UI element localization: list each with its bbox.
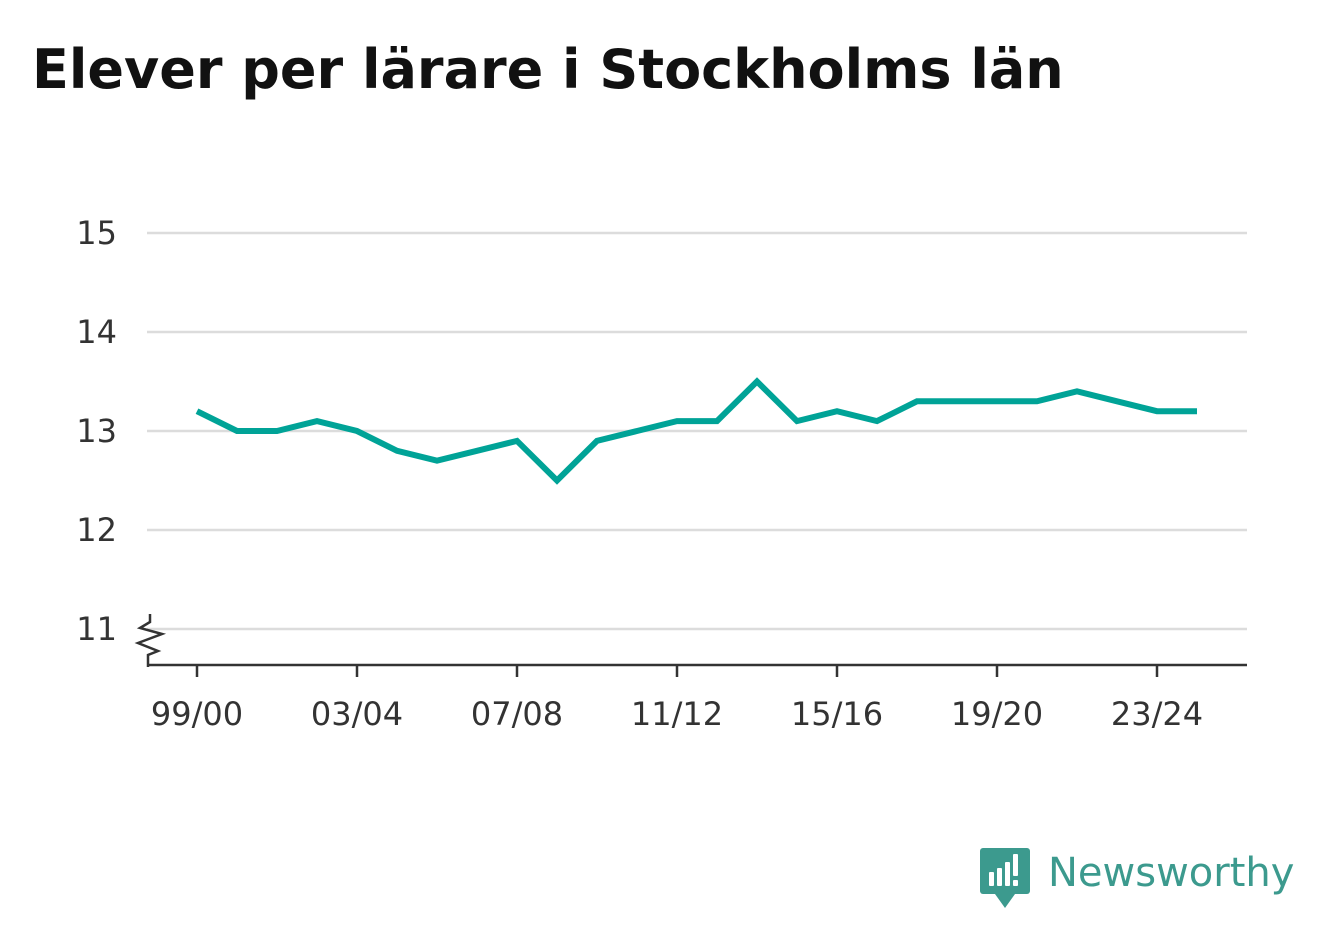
x-tick-label: 19/20 [951,695,1043,733]
x-tick-label: 07/08 [471,695,563,733]
y-tick-label: 14 [76,313,117,351]
chart-title: Elever per lärare i Stockholms län [32,38,1064,101]
y-axis-break-icon [134,614,167,667]
line-chart: 11 12 13 14 15 99/00 03/04 07/08 11/12 15/16 19/2… [76,214,1247,733]
y-tick-label: 13 [76,412,117,450]
x-tick-label: 11/12 [631,695,723,733]
series-layer [195,377,1197,485]
x-axis-ticks: 99/00 03/04 07/08 11/12 15/16 19/20 23/24 [151,665,1203,733]
series-line [195,377,1197,485]
newsworthy-logo-icon [980,848,1030,908]
x-tick-label: 03/04 [311,695,403,733]
brand: Newsworthy [980,848,1294,912]
y-gridlines [147,231,1247,631]
x-tick-label: 15/16 [791,695,883,733]
x-tick-label: 23/24 [1111,695,1203,733]
x-axis [134,614,1247,667]
brand-name: Newsworthy [1048,850,1295,896]
x-tick-label: 99/00 [151,695,243,733]
y-tick-label: 11 [76,610,117,648]
y-tick-label: 12 [76,511,117,549]
y-axis-ticks: 11 12 13 14 15 [76,214,117,648]
y-tick-label: 15 [76,214,117,252]
